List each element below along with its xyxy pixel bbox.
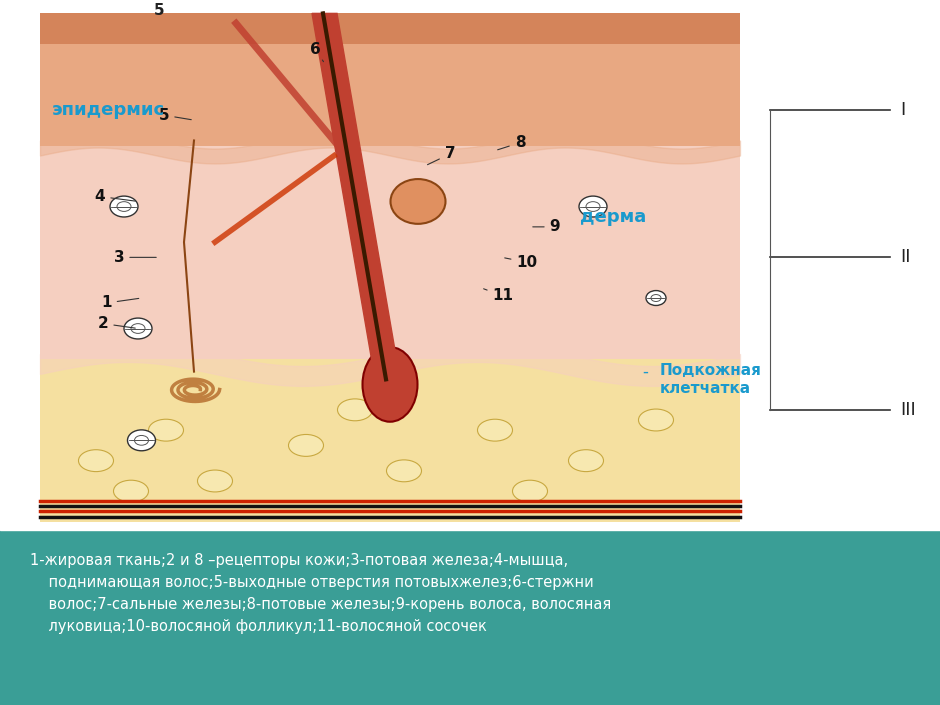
Text: I: I bbox=[900, 101, 905, 119]
Bar bbox=[40, 44, 740, 145]
Text: 1-жировая ткань;2 и 8 –рецепторы кожи;3-потовая железа;4-мышца,
    поднимающая : 1-жировая ткань;2 и 8 –рецепторы кожи;3-… bbox=[30, 553, 611, 634]
Text: 10: 10 bbox=[505, 255, 538, 270]
Ellipse shape bbox=[289, 434, 323, 456]
FancyBboxPatch shape bbox=[40, 359, 740, 522]
Text: 6: 6 bbox=[310, 42, 323, 61]
Ellipse shape bbox=[124, 318, 152, 339]
Text: 5: 5 bbox=[159, 108, 191, 123]
Ellipse shape bbox=[79, 450, 114, 472]
Text: -: - bbox=[642, 362, 648, 381]
Ellipse shape bbox=[337, 399, 372, 421]
Ellipse shape bbox=[390, 179, 446, 224]
Text: III: III bbox=[900, 401, 916, 419]
Ellipse shape bbox=[363, 347, 417, 422]
Text: 11: 11 bbox=[483, 288, 513, 303]
Ellipse shape bbox=[569, 450, 603, 472]
Text: 5: 5 bbox=[153, 4, 164, 18]
Text: 7: 7 bbox=[428, 147, 455, 165]
Ellipse shape bbox=[478, 419, 512, 441]
Ellipse shape bbox=[128, 430, 155, 450]
Bar bbox=[40, 13, 740, 44]
Text: 1: 1 bbox=[102, 295, 139, 310]
Bar bbox=[0, 4, 940, 529]
Ellipse shape bbox=[638, 409, 673, 431]
Ellipse shape bbox=[579, 196, 607, 217]
Text: 9: 9 bbox=[533, 219, 560, 234]
Text: II: II bbox=[900, 248, 911, 266]
Ellipse shape bbox=[197, 470, 232, 492]
Ellipse shape bbox=[386, 460, 421, 482]
Text: 2: 2 bbox=[98, 316, 135, 331]
Polygon shape bbox=[312, 13, 400, 379]
Bar bbox=[0, 529, 940, 705]
Ellipse shape bbox=[646, 290, 666, 305]
Text: дерма: дерма bbox=[580, 208, 647, 226]
Bar bbox=[40, 145, 740, 359]
Text: Подкожная
клетчатка: Подкожная клетчатка bbox=[660, 363, 762, 396]
Ellipse shape bbox=[512, 480, 547, 502]
Text: 3: 3 bbox=[114, 250, 156, 265]
Text: эпидермис: эпидермис bbox=[52, 101, 165, 119]
Text: 4: 4 bbox=[95, 189, 135, 204]
Ellipse shape bbox=[114, 480, 149, 502]
Ellipse shape bbox=[149, 419, 183, 441]
Text: 8: 8 bbox=[497, 135, 525, 150]
Ellipse shape bbox=[110, 196, 138, 217]
